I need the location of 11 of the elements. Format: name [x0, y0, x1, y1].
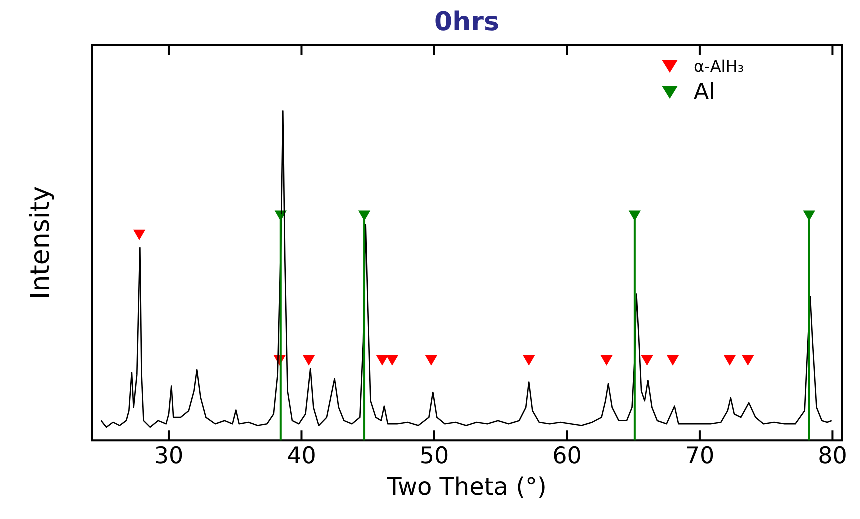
chart-title: 0hrs — [434, 7, 500, 38]
x-tick-label: 60 — [552, 443, 582, 470]
x-tick-label: 40 — [287, 443, 316, 470]
legend-label: α-AlH₃ — [694, 56, 744, 76]
legend-label: Al — [694, 80, 716, 105]
x-tick-label: 70 — [685, 443, 715, 470]
x-tick-label: 30 — [154, 443, 184, 470]
x-axis-title: Two Theta (°) — [386, 472, 547, 501]
x-tick-label: 80 — [818, 443, 848, 470]
y-axis-title: Intensity — [26, 186, 56, 300]
x-tick-label: 50 — [420, 443, 450, 470]
